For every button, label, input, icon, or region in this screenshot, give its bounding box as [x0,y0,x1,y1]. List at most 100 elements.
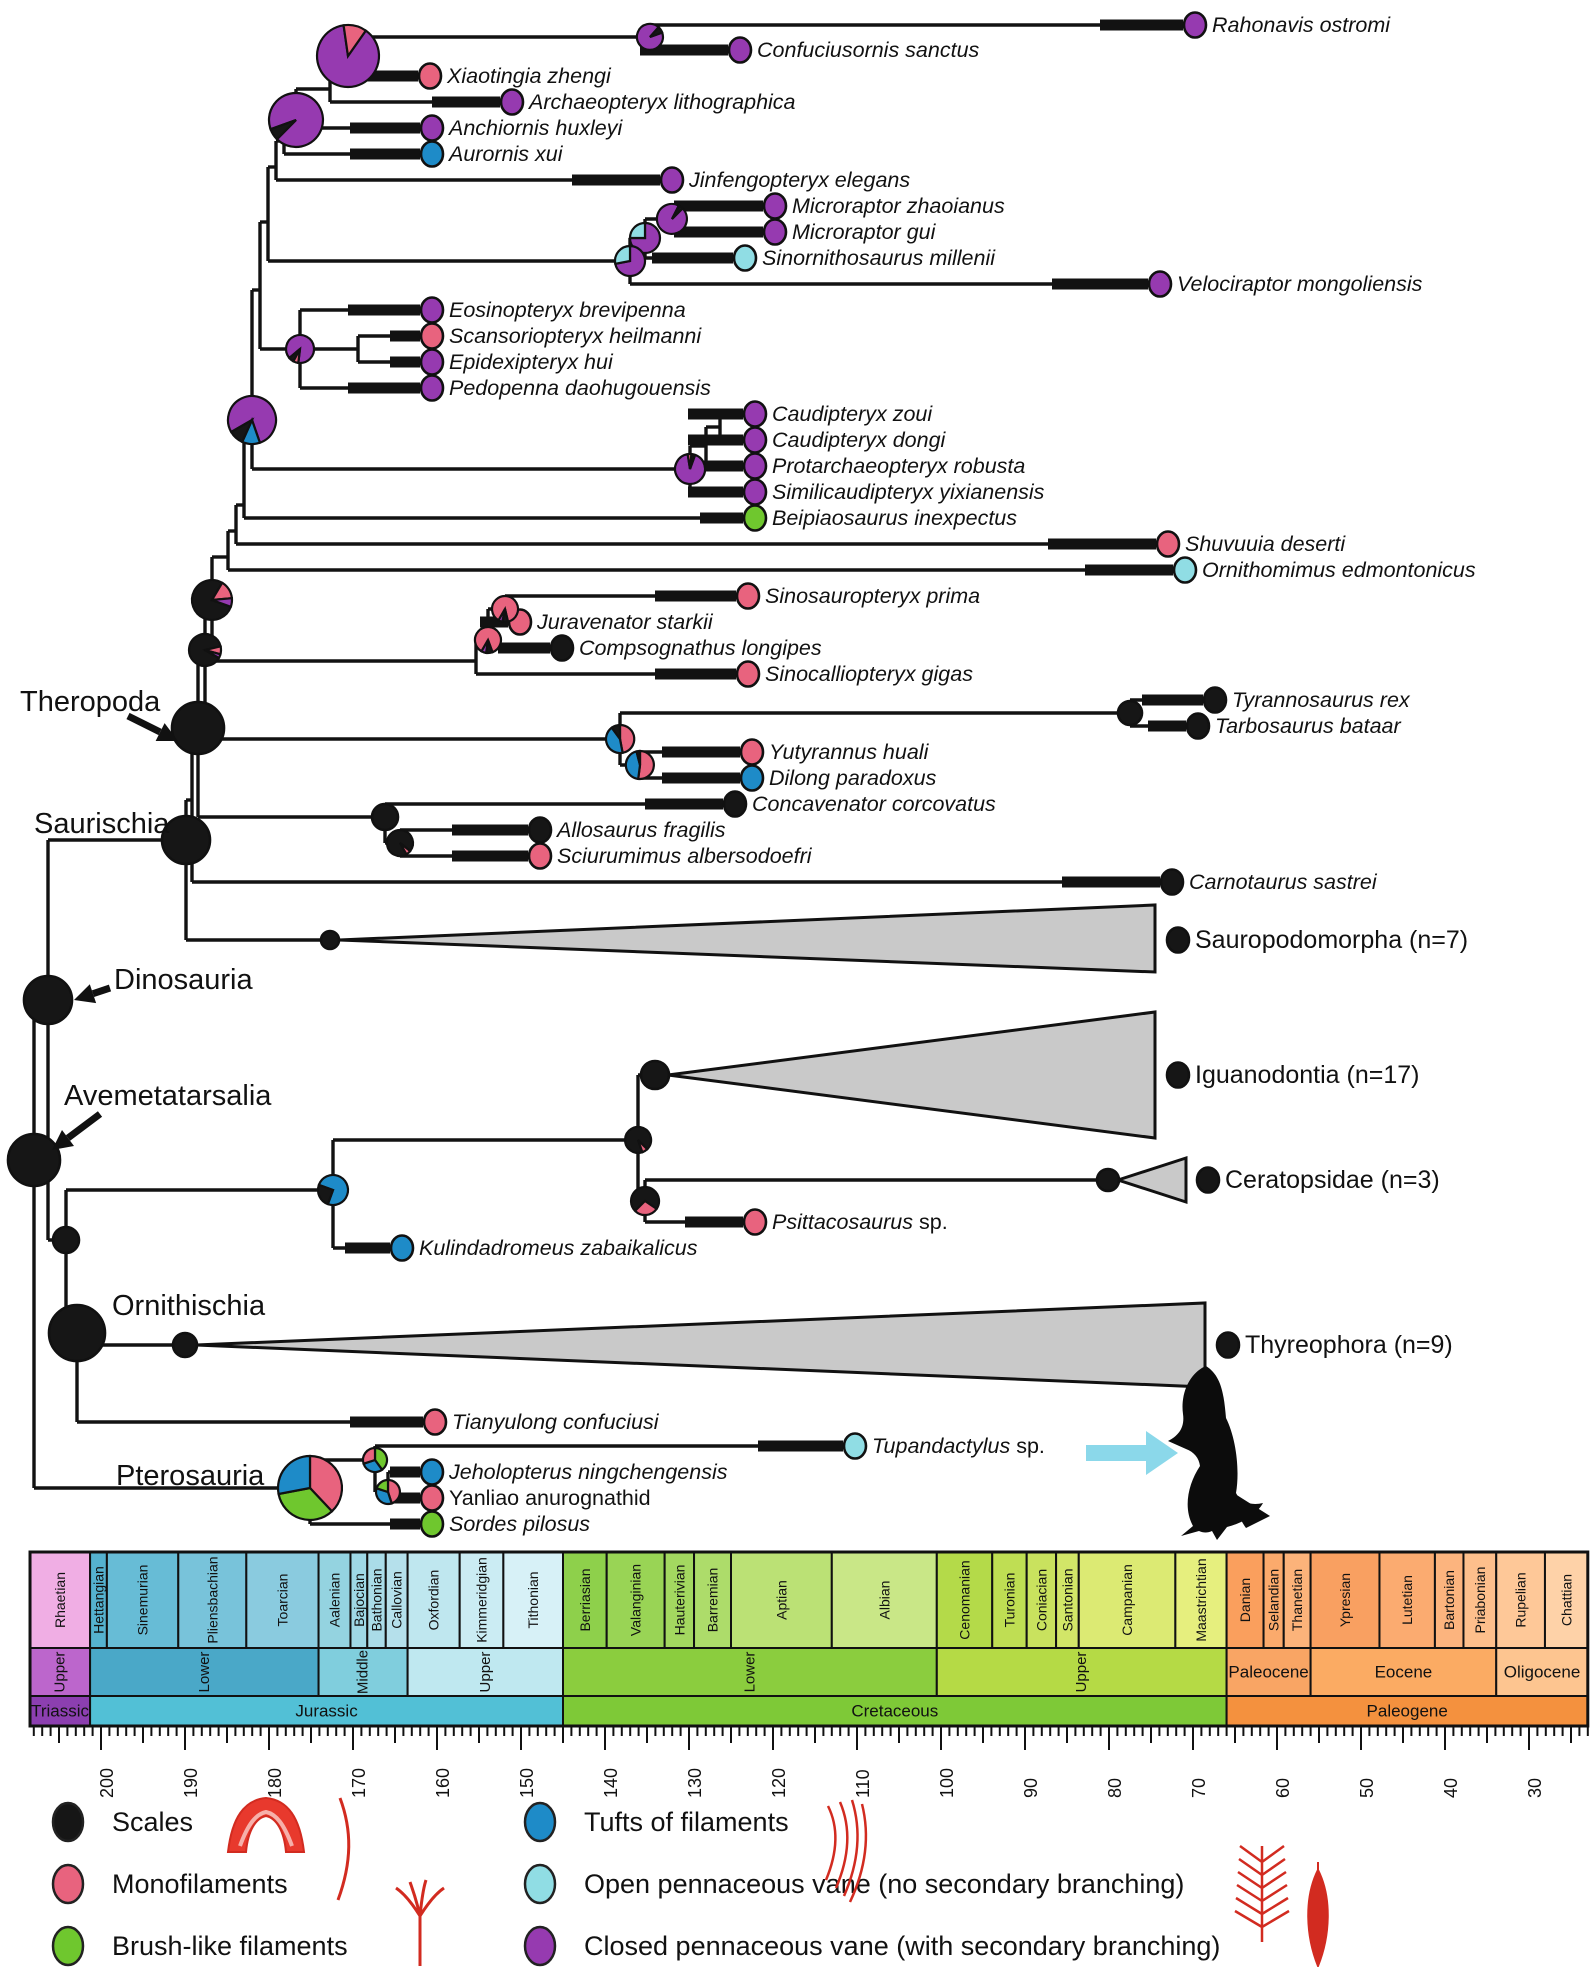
node-pie-slice [633,1199,659,1217]
node-pie [1116,699,1144,727]
series-label: Eocene [1375,1663,1433,1682]
stage-label: Santonian [1059,1568,1075,1631]
legend-label: Closed pennaceous vane (with secondary b… [584,1931,1220,1961]
stage-label: Aalenian [327,1573,343,1628]
node-pie-slice [496,608,507,623]
tip-label: Similicaudipteryx yixianensis [772,480,1045,504]
tip-label: Sinosauropteryx prima [765,584,980,608]
tip-circle [419,114,445,142]
stage-label: Coniacian [1033,1569,1049,1631]
range-bar [758,1440,843,1452]
range-bar [390,330,420,342]
node-pie-slice [636,1139,649,1154]
tip-label: Confuciusornis sanctus [757,38,980,62]
clade-circle [1195,1166,1221,1194]
range-bar [1142,694,1203,706]
range-bar [348,382,420,394]
tip-circle [727,36,753,64]
tip-circle [742,504,768,532]
stage-label: Valanginian [628,1564,644,1636]
tip-circle [1159,868,1185,896]
node-pie-slice [229,417,255,444]
range-bar [1148,720,1186,732]
system-label: Cretaceous [851,1702,938,1721]
range-bar [1052,278,1148,290]
tip-label: Allosaurus fragilis [555,818,726,842]
stage-cell [1174,1551,1228,1649]
tip-circle [742,1208,768,1236]
tip-label: Psittacosaurus sp. [772,1210,948,1234]
stage-label: Albian [876,1581,892,1620]
tip-label: Tarbosaurus bataar [1215,714,1401,738]
annotation-arrow-head [155,723,178,741]
monofilament-icon [336,1797,351,1901]
node-pie-slice [267,91,325,149]
annotation-arrow [91,984,112,997]
ruler-label: 50 [1357,1778,1377,1798]
tip-circle [527,816,553,844]
node-pie-slice [628,221,647,240]
range-bar [480,616,508,628]
stage-label: Callovian [389,1571,405,1629]
node-pie [1095,1167,1121,1193]
node-pie-slice [618,723,636,755]
tip-circle [1185,712,1211,740]
node-pie-slice [635,749,642,766]
clade-triangle [667,1010,1157,1140]
pterosaur-wing-icon [1232,1492,1270,1528]
scale-patch-highlight-icon [238,1809,294,1847]
tip-circle [735,660,761,688]
clade-triangle [195,1301,1207,1389]
stage-label: Hettangian [90,1566,106,1634]
range-bar [498,642,550,654]
node-pie [22,974,74,1026]
stage-label: Rhaetian [52,1572,68,1628]
legend-swatch-tufts [523,1801,557,1843]
tip-label: Concavenator corcovatus [752,792,996,816]
clade-annotation: Saurischia [34,808,170,840]
node-pie-slice [211,597,234,609]
ruler-label: 160 [433,1768,453,1798]
clade-triangle-label: Thyreophora (n=9) [1245,1331,1453,1359]
node-pie [160,814,212,866]
stage-label: Selandian [1266,1569,1282,1631]
stage-cell [991,1551,1028,1649]
series-label: Oligocene [1504,1663,1581,1682]
tip-circle [659,166,685,194]
tip-label: Pedopenna daohugouensis [449,376,711,400]
tip-label: Tianyulong confuciusi [452,1410,660,1434]
ruler-label: 180 [265,1768,285,1798]
tip-circle [742,400,768,428]
tip-circle [422,1408,448,1436]
tip-circle [1147,270,1173,298]
range-bar [688,434,743,446]
tip-label: Jinfengopteryx elegans [688,168,910,192]
node-pie-slice [373,1446,389,1472]
stage-label: Kimmeridgian [474,1557,490,1643]
annotation-arrow-head [74,984,97,1004]
open-vane-icon [1234,1844,1290,1942]
tip-circle [419,322,445,350]
tip-circle [742,426,768,454]
node-pie-slice [649,25,664,39]
clade-circle [1165,926,1191,954]
node-pie-slice [473,625,503,654]
tip-label: Scansoriopteryx heilmanni [449,324,702,348]
ruler-label: 30 [1525,1778,1545,1798]
tupandactylus-arrow-icon [1086,1431,1178,1475]
range-bar [655,668,736,680]
tip-circle [1172,556,1198,584]
tip-label: Microraptor zhaoianus [792,194,1005,218]
stage-label: Campanian [1119,1564,1135,1636]
clade-circle [1165,1061,1191,1089]
annotation-arrow-head [52,1130,74,1150]
stage-cell [1495,1551,1546,1649]
stage-label: Ypresian [1337,1573,1353,1627]
clade-triangle [1113,1155,1188,1205]
series-label: Upper [477,1652,494,1693]
tip-circle [762,192,788,220]
clade-annotation: Dinosauria [114,964,253,996]
tip-circle [1202,686,1228,714]
tip-label: Compsognathus longipes [579,636,822,660]
tip-label: Yutyrannus huali [769,740,930,764]
